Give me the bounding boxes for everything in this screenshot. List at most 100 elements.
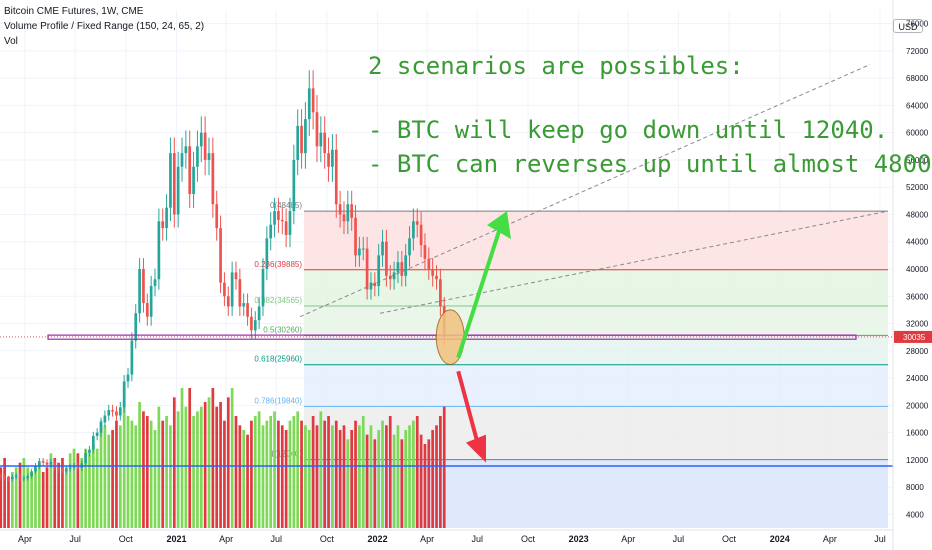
candle-body xyxy=(161,221,165,229)
volume-bar xyxy=(122,402,126,528)
y-tick-label: 8000 xyxy=(906,483,924,492)
volume-bar xyxy=(412,420,415,528)
volume-bar xyxy=(203,402,207,528)
volume-bar xyxy=(419,434,423,528)
x-tick-label: Apr xyxy=(621,534,635,544)
volume-bar xyxy=(34,467,37,528)
y-tick-label: 52000 xyxy=(906,183,929,192)
volume-bar xyxy=(30,472,33,528)
x-tick-label: Apr xyxy=(219,534,233,544)
volume-bar xyxy=(415,416,419,528)
arrow-up-head xyxy=(487,211,511,240)
volume-bar xyxy=(319,411,323,528)
volume-bar xyxy=(361,416,365,528)
annotation-heading: 2 scenarios are possibles: xyxy=(368,52,744,80)
candle-body xyxy=(34,465,37,472)
trend-lines xyxy=(299,64,889,318)
candle-body xyxy=(10,476,14,479)
indicator-label[interactable]: Volume Profile / Fixed Range (150, 24, 6… xyxy=(4,21,205,32)
candle-body xyxy=(342,214,346,222)
y-tick-label: 44000 xyxy=(906,238,929,247)
candle-body xyxy=(319,132,323,147)
candle-body xyxy=(307,88,311,120)
currency-selector[interactable]: USD xyxy=(893,19,923,33)
volume-bar xyxy=(377,430,381,528)
candle-body xyxy=(84,453,87,464)
y-tick-label: 56000 xyxy=(906,156,929,165)
candle-body xyxy=(14,475,18,477)
candle-body xyxy=(273,211,276,225)
volume-bar xyxy=(10,472,14,528)
fib-zone xyxy=(304,335,888,365)
candle-body xyxy=(338,204,342,215)
arrow-down-head xyxy=(466,434,486,463)
candle-body xyxy=(334,149,338,205)
y-tick-label: 76000 xyxy=(906,20,929,29)
volume-bar xyxy=(84,448,87,528)
volume-label[interactable]: Vol xyxy=(4,36,18,47)
volume-bar xyxy=(257,411,261,528)
candle-body xyxy=(253,320,257,331)
volume-bar xyxy=(315,425,319,528)
candle-body xyxy=(107,410,111,416)
fib-zone xyxy=(304,306,888,336)
volume-bar xyxy=(14,467,18,528)
fib-label: 0(48485) xyxy=(270,201,302,210)
candle-body xyxy=(142,269,145,304)
candle-body xyxy=(88,449,91,454)
x-axis[interactable]: Apr Jul Oct 2021 Apr Jul Oct 2022 Apr Jul Oct 2023 A… xyxy=(0,529,893,544)
y-axis[interactable]: 4000 8000 12000 16000 20000 24000 28000 32000 36… xyxy=(892,0,932,550)
fib-zone-bottom xyxy=(304,459,888,528)
volume-bar xyxy=(61,458,64,528)
candle-body xyxy=(361,248,365,250)
fib-label: 0.786(19840) xyxy=(254,396,302,405)
x-tick-label: 2023 xyxy=(569,534,589,544)
trend-line-upper xyxy=(299,64,871,318)
y-tick-label: 68000 xyxy=(906,74,929,83)
candle-body xyxy=(223,282,226,297)
candle-body xyxy=(165,207,168,229)
volume-bar xyxy=(396,425,400,528)
candle-body xyxy=(277,211,280,220)
fib-label: 0.236(39885) xyxy=(254,260,302,269)
volume-bar xyxy=(269,416,273,528)
volume-bar xyxy=(277,420,280,528)
volume-bar xyxy=(242,430,246,528)
volume-bar xyxy=(331,425,334,528)
volume-bar xyxy=(57,462,60,528)
fib-zone xyxy=(304,364,888,407)
volume-bar xyxy=(199,406,203,528)
volume-bar xyxy=(0,467,3,528)
candle-body xyxy=(37,461,41,466)
candle-body xyxy=(3,476,6,479)
candle-body xyxy=(199,132,203,147)
x-tick-label: Jul xyxy=(69,534,81,544)
x-tick-label: Oct xyxy=(521,534,536,544)
volume-bar xyxy=(196,411,199,528)
y-tick-label: 20000 xyxy=(906,401,929,410)
volume-bar xyxy=(192,416,195,528)
volume-bar xyxy=(381,420,384,528)
y-tick-label: 64000 xyxy=(906,101,929,110)
volume-bar xyxy=(134,425,138,528)
volume-bar xyxy=(342,425,346,528)
candle-body xyxy=(354,217,357,256)
y-tick-label: 72000 xyxy=(906,47,929,56)
x-tick-label: Jul xyxy=(673,534,685,544)
candle-body xyxy=(404,255,408,276)
volume-bar xyxy=(80,458,84,528)
x-tick-label: Oct xyxy=(119,534,134,544)
volume-bar xyxy=(435,425,438,528)
volume-bar xyxy=(111,430,114,528)
candle-body xyxy=(435,275,438,280)
candle-body xyxy=(415,221,419,225)
volume-bar xyxy=(215,406,219,528)
candle-body xyxy=(439,279,442,307)
volume-bar xyxy=(442,406,446,528)
candle-body xyxy=(257,306,261,321)
candle-body xyxy=(419,224,423,246)
volume-bar xyxy=(169,425,172,528)
volume-bar xyxy=(408,425,411,528)
candle-body xyxy=(180,153,184,167)
